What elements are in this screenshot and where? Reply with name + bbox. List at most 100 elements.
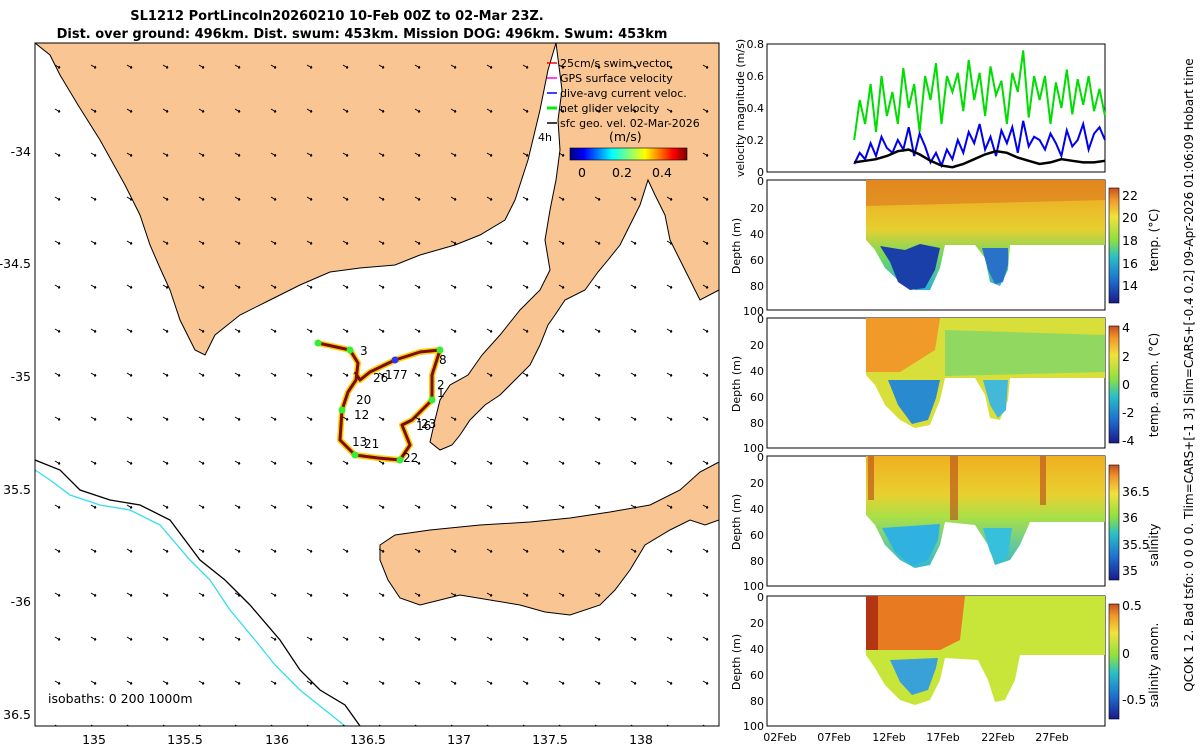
geo-velocity-arrow: [450, 152, 457, 157]
geo-velocity-arrow: [558, 196, 565, 201]
time-tick-12feb: 12Feb: [872, 731, 905, 744]
geo-velocity-arrow: [198, 152, 205, 157]
geo-velocity-arrow: [702, 460, 709, 465]
geo-velocity-arrow: [630, 548, 637, 553]
geo-velocity-arrow: [486, 284, 493, 289]
geo-velocity-arrow: [198, 240, 205, 245]
temp-ytick-0: 0: [757, 175, 764, 188]
geo-velocity-arrow: [126, 504, 133, 509]
geo-velocity-arrow: [666, 240, 673, 245]
geo-velocity-arrow: [486, 328, 493, 333]
temp-cbar-14: 14: [1122, 278, 1138, 293]
track-label-22: 22: [403, 451, 418, 465]
land-kangaroo-island: [379, 461, 719, 616]
sal-ytick-80: 80: [750, 555, 764, 568]
geo-velocity-arrow: [198, 460, 205, 465]
geo-velocity-arrow: [594, 592, 601, 597]
tanom-cbar-0: 0: [1122, 377, 1130, 392]
geo-velocity-arrow: [702, 284, 709, 289]
temp-ytick-40: 40: [750, 228, 764, 241]
geo-velocity-arrow: [594, 196, 601, 201]
tanom-ytick-40: 40: [750, 365, 764, 378]
map-lon-ticks: 135 135.5 136 136.5 137 137.5 138: [82, 732, 653, 747]
sal-ytick-0: 0: [757, 451, 764, 464]
lat-tick-35.5: 35.5: [3, 482, 31, 497]
geo-velocity-arrow: [594, 636, 601, 641]
temp-ytick-20: 20: [750, 202, 764, 215]
geo-velocity-arrow: [486, 548, 493, 553]
geo-velocity-arrow: [522, 152, 529, 157]
geo-velocity-arrow: [666, 108, 673, 113]
geo-velocity-arrow: [666, 64, 673, 69]
geo-velocity-arrow: [234, 592, 241, 597]
geo-velocity-arrow: [378, 592, 385, 597]
geo-velocity-arrow: [162, 64, 169, 69]
time-tick-07feb: 07Feb: [817, 731, 850, 744]
geo-velocity-arrow: [594, 372, 601, 377]
geo-velocity-arrow: [486, 64, 493, 69]
geo-velocity-arrow: [486, 196, 493, 201]
velocity-series-dive-avg-current-veloc-: [853, 120, 1106, 169]
geo-velocity-arrow: [162, 284, 169, 289]
geo-velocity-arrow: [486, 680, 493, 685]
geo-velocity-arrow: [558, 152, 565, 157]
geo-velocity-arrow: [54, 284, 61, 289]
geo-velocity-arrow: [126, 240, 133, 245]
geo-velocity-arrow: [594, 284, 601, 289]
geo-velocity-arrow: [558, 548, 565, 553]
geo-velocity-arrow: [522, 328, 529, 333]
temperature-cold-core-1: [880, 244, 940, 290]
geo-velocity-arrow: [270, 636, 277, 641]
geo-velocity-arrow: [234, 680, 241, 685]
geo-velocity-arrow: [306, 504, 313, 509]
tanom-ytick-0: 0: [757, 313, 764, 326]
geo-velocity-arrow: [666, 372, 673, 377]
geo-velocity-arrow: [450, 108, 457, 113]
velocity-ytick-0.2: 0.2: [747, 134, 765, 147]
geo-velocity-arrow: [378, 152, 385, 157]
track-label-16: 16: [416, 419, 431, 433]
geo-velocity-arrow: [306, 680, 313, 685]
geo-velocity-arrow: [594, 108, 601, 113]
geo-velocity-arrow: [630, 636, 637, 641]
lon-tick-136.5: 136.5: [350, 732, 386, 747]
geo-velocity-arrow: [450, 592, 457, 597]
geo-velocity-arrow: [450, 504, 457, 509]
geo-velocity-arrow: [54, 108, 61, 113]
lon-tick-135: 135: [82, 732, 106, 747]
track-markers: [314, 339, 444, 464]
geo-velocity-arrow: [378, 240, 385, 245]
legend-sfc-geo-vel: sfc geo. vel. 02-Mar-2026: [560, 117, 700, 130]
geo-velocity-arrow: [630, 108, 637, 113]
geo-velocity-arrow: [414, 504, 421, 509]
temperature-warm-top: [866, 180, 1105, 206]
geo-velocity-arrow: [342, 680, 349, 685]
velocity-panel: 0.8 0.6 0.4 0.2 0 velocity magnitude (m/…: [734, 38, 1106, 179]
geo-velocity-arrow: [90, 196, 97, 201]
tanom-ytick-80: 80: [750, 417, 764, 430]
geo-velocity-arrow: [90, 680, 97, 685]
geo-velocity-arrow: [342, 240, 349, 245]
temp-anomaly-cold-1: [888, 380, 940, 424]
geo-velocity-arrow: [90, 636, 97, 641]
geo-velocity-arrow: [198, 592, 205, 597]
track-label-3: 3: [360, 344, 368, 358]
geo-velocity-arrow: [162, 592, 169, 597]
geo-velocity-arrow: [234, 372, 241, 377]
geo-velocity-arrow: [378, 504, 385, 509]
temp-ytick-60: 60: [750, 254, 764, 267]
legend-scale-4h: 4h: [538, 131, 552, 144]
legend-dive-avg-current: dive-avg current veloc.: [560, 87, 687, 100]
geo-velocity-arrow: [378, 328, 385, 333]
geo-velocity-arrow: [558, 504, 565, 509]
velocity-series-net-glider-velocity: [853, 50, 1106, 141]
geo-velocity-arrow: [234, 108, 241, 113]
geo-velocity-arrow: [126, 284, 133, 289]
geo-velocity-arrow: [630, 196, 637, 201]
geo-velocity-arrow: [378, 680, 385, 685]
salinity-fresh-core-2: [983, 528, 1012, 563]
land-yorke-peninsula: [429, 43, 719, 451]
geo-velocity-arrow: [630, 504, 637, 509]
geo-velocity-arrow: [126, 328, 133, 333]
figure-title-line1: SL1212 PortLincoln20260210 10-Feb 00Z to…: [130, 9, 543, 24]
